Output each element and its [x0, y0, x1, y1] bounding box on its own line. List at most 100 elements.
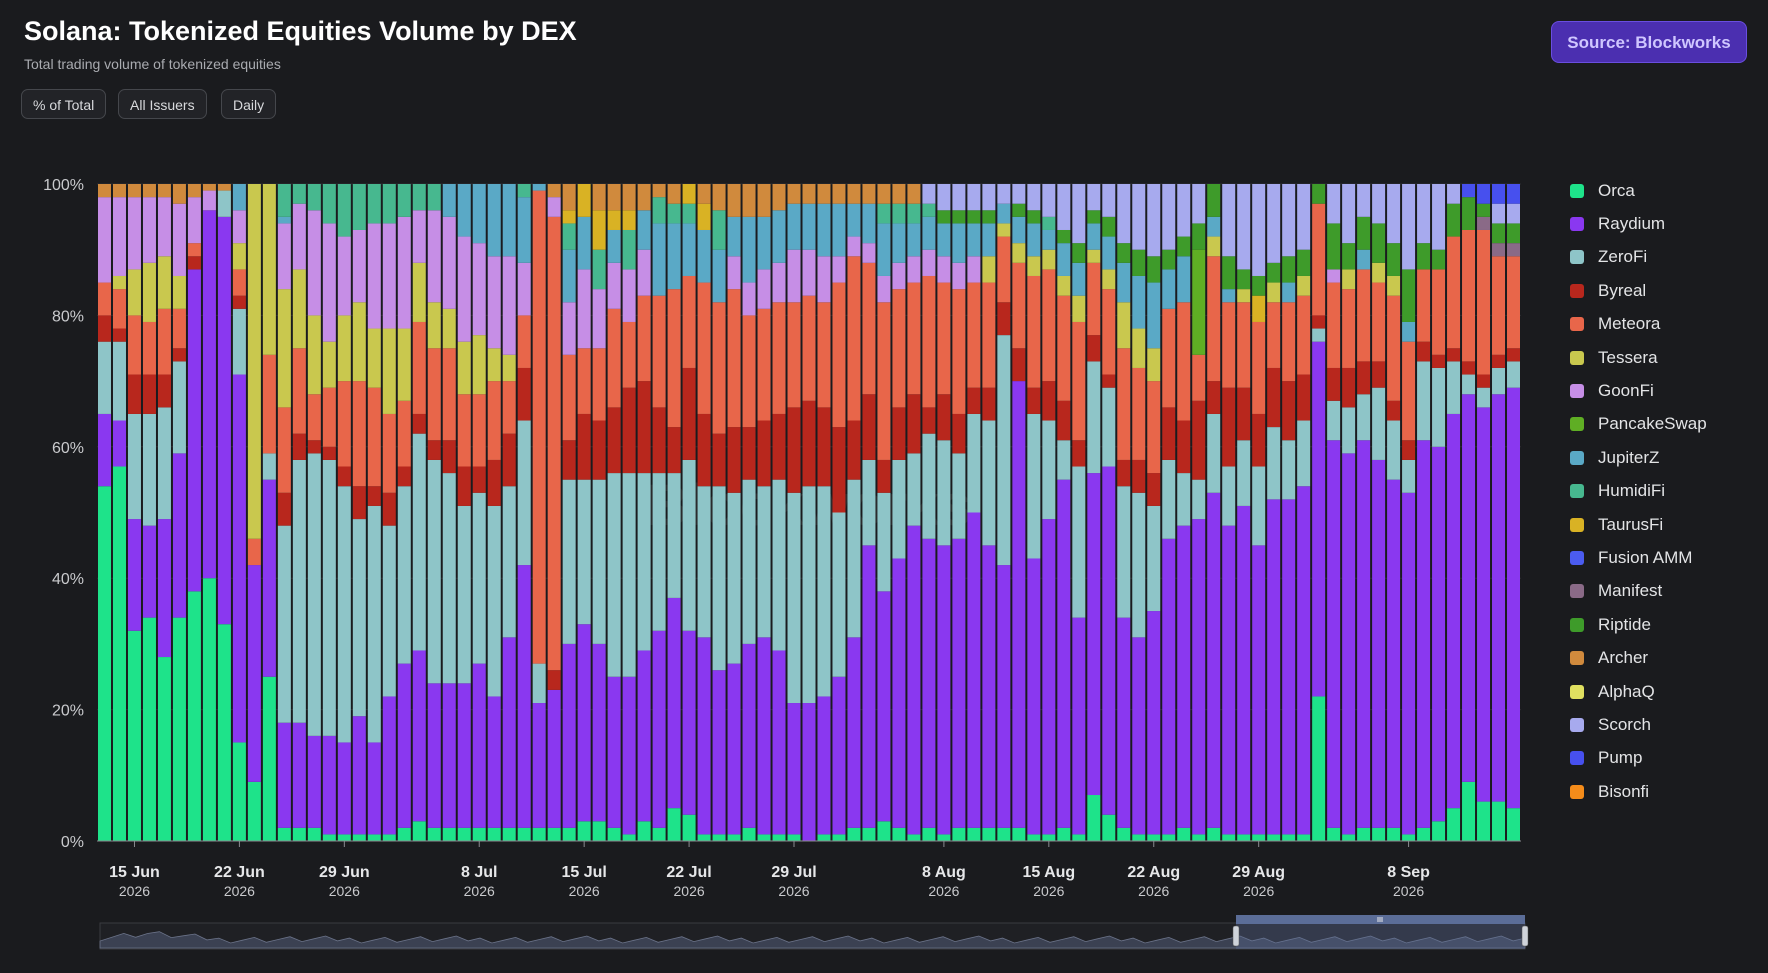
bar-group[interactable]: [1267, 184, 1281, 841]
bar-group[interactable]: [637, 184, 651, 841]
bar-group[interactable]: [517, 184, 531, 841]
bar-group[interactable]: [652, 184, 666, 841]
bar-group[interactable]: [1462, 184, 1476, 841]
bar-group[interactable]: [832, 184, 846, 841]
bar-group[interactable]: [1342, 184, 1356, 841]
bar-group[interactable]: [817, 184, 831, 841]
legend-item[interactable]: PancakeSwap: [1570, 408, 1707, 441]
bar-group[interactable]: [1207, 184, 1221, 841]
bar-group[interactable]: [667, 184, 681, 841]
bar-group[interactable]: [1417, 184, 1431, 841]
bar-group[interactable]: [1252, 184, 1266, 841]
bar-group[interactable]: [1042, 184, 1056, 841]
bar-group[interactable]: [1282, 184, 1296, 841]
bar-group[interactable]: [1237, 184, 1251, 841]
range-navigator[interactable]: [99, 915, 1529, 950]
legend-item[interactable]: Fusion AMM: [1570, 541, 1707, 574]
navigator-window[interactable]: [1236, 923, 1525, 949]
bar-group[interactable]: [592, 184, 606, 841]
bar-group[interactable]: [772, 184, 786, 841]
legend-item[interactable]: Byreal: [1570, 274, 1707, 307]
legend-item[interactable]: AlphaQ: [1570, 675, 1707, 708]
legend-item[interactable]: JupiterZ: [1570, 441, 1707, 474]
bar-group[interactable]: [877, 184, 891, 841]
bar-group[interactable]: [922, 184, 936, 841]
bar-group[interactable]: [427, 184, 441, 841]
legend-item[interactable]: GoonFi: [1570, 374, 1707, 407]
bar-group[interactable]: [1402, 184, 1416, 841]
bar-group[interactable]: [757, 184, 771, 841]
bar-group[interactable]: [442, 184, 456, 841]
legend-item[interactable]: Archer: [1570, 641, 1707, 674]
issuer-filter-button[interactable]: All Issuers: [118, 89, 207, 119]
bar-group[interactable]: [952, 184, 966, 841]
bar-group[interactable]: [697, 184, 711, 841]
bar-group[interactable]: [787, 184, 801, 841]
bar-group[interactable]: [352, 184, 366, 841]
bar-group[interactable]: [1222, 184, 1236, 841]
bar-group[interactable]: [1087, 184, 1101, 841]
bar-group[interactable]: [322, 184, 336, 841]
bar-group[interactable]: [847, 184, 861, 841]
bar-group[interactable]: [112, 184, 126, 841]
bar-group[interactable]: [502, 184, 516, 841]
bar-group[interactable]: [1162, 184, 1176, 841]
bar-group[interactable]: [262, 184, 276, 841]
bar-group[interactable]: [337, 184, 351, 841]
bar-group[interactable]: [1507, 184, 1520, 841]
bar-group[interactable]: [1057, 184, 1071, 841]
bar-group[interactable]: [1012, 184, 1026, 841]
bar-group[interactable]: [682, 184, 696, 841]
bar-group[interactable]: [562, 184, 576, 841]
legend-item[interactable]: HumidiFi: [1570, 475, 1707, 508]
bar-group[interactable]: [98, 184, 111, 841]
legend-item[interactable]: Tessera: [1570, 341, 1707, 374]
bar-group[interactable]: [622, 184, 636, 841]
bar-group[interactable]: [187, 184, 201, 841]
legend-item[interactable]: Pump: [1570, 742, 1707, 775]
bar-group[interactable]: [247, 184, 261, 841]
bar-group[interactable]: [292, 184, 306, 841]
bar-group[interactable]: [412, 184, 426, 841]
bar-group[interactable]: [127, 184, 141, 841]
bar-group[interactable]: [232, 184, 246, 841]
bar-group[interactable]: [277, 184, 291, 841]
legend-item[interactable]: Orca: [1570, 174, 1707, 207]
legend-item[interactable]: Meteora: [1570, 308, 1707, 341]
bar-group[interactable]: [727, 184, 741, 841]
bar-group[interactable]: [1372, 184, 1386, 841]
bar-group[interactable]: [982, 184, 996, 841]
bar-group[interactable]: [1147, 184, 1161, 841]
bar-group[interactable]: [157, 184, 171, 841]
bar-group[interactable]: [967, 184, 981, 841]
bar-group[interactable]: [1312, 184, 1326, 841]
bar-group[interactable]: [937, 184, 951, 841]
bar-group[interactable]: [142, 184, 156, 841]
bar-group[interactable]: [1177, 184, 1191, 841]
legend-item[interactable]: ZeroFi: [1570, 241, 1707, 274]
bar-group[interactable]: [1387, 184, 1401, 841]
bar-group[interactable]: [907, 184, 921, 841]
bar-group[interactable]: [217, 184, 231, 841]
bar-group[interactable]: [1117, 184, 1131, 841]
bar-group[interactable]: [742, 184, 756, 841]
bar-group[interactable]: [487, 184, 501, 841]
bar-group[interactable]: [1297, 184, 1311, 841]
legend-item[interactable]: Manifest: [1570, 575, 1707, 608]
bar-group[interactable]: [1432, 184, 1446, 841]
navigator-left-handle[interactable]: [1232, 925, 1240, 947]
bar-group[interactable]: [1072, 184, 1086, 841]
bar-group[interactable]: [892, 184, 906, 841]
navigator-right-handle[interactable]: [1521, 925, 1529, 947]
bar-group[interactable]: [472, 184, 486, 841]
bar-group[interactable]: [712, 184, 726, 841]
legend-item[interactable]: Raydium: [1570, 207, 1707, 240]
bar-group[interactable]: [607, 184, 621, 841]
legend-item[interactable]: Bisonfi: [1570, 775, 1707, 808]
bar-group[interactable]: [802, 184, 816, 841]
bar-group[interactable]: [1447, 184, 1461, 841]
bar-group[interactable]: [1192, 184, 1206, 841]
bar-group[interactable]: [1357, 184, 1371, 841]
legend-item[interactable]: Scorch: [1570, 708, 1707, 741]
bar-group[interactable]: [547, 184, 561, 841]
